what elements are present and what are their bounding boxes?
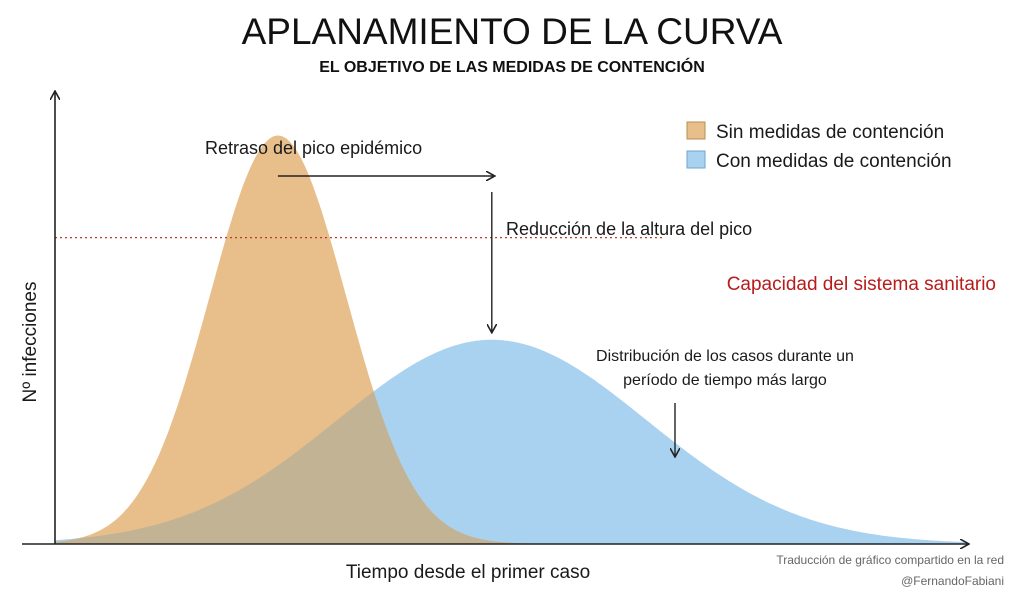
legend-swatch-with-measures (686, 150, 706, 169)
credit-line2: @FernandoFabiani (901, 574, 1004, 588)
curves-layer (55, 135, 965, 544)
annotation-distribution-line1: Distribución de los casos durante un (596, 348, 854, 365)
credit-line1: Traducción de gráfico compartido en la r… (776, 553, 1004, 567)
chart-subtitle: EL OBJETIVO DE LAS MEDIDAS DE CONTENCIÓN (319, 57, 705, 76)
legend-swatch-without-measures (686, 121, 706, 140)
curve-without-measures (55, 135, 965, 544)
legend-label-with-measures: Con medidas de contención (716, 151, 952, 172)
annotation-distribution-line2: período de tiempo más largo (623, 372, 827, 389)
chart-title: APLANAMIENTO DE LA CURVA (242, 11, 783, 52)
capacity-label: Capacidad del sistema sanitario (727, 274, 996, 295)
annotation-peak-delay: Retraso del pico epidémico (205, 138, 422, 158)
legend: Sin medidas de contención Con medidas de… (686, 121, 952, 172)
x-axis-label: Tiempo desde el primer caso (346, 562, 590, 583)
curve-overlap-area (55, 391, 965, 544)
legend-label-without-measures: Sin medidas de contención (716, 122, 944, 143)
y-axis-label: Nº infecciones (20, 282, 41, 403)
annotation-peak-reduction: Reducción de la altura del pico (506, 219, 752, 239)
